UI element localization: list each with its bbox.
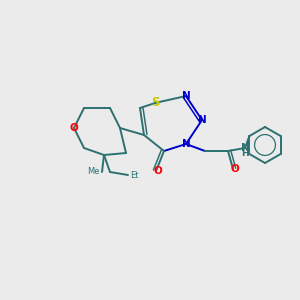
Text: O: O — [154, 166, 162, 176]
Text: O: O — [70, 123, 78, 133]
Text: N: N — [182, 91, 190, 101]
Text: S: S — [151, 97, 159, 110]
Text: Et: Et — [130, 170, 139, 179]
Text: N: N — [182, 139, 190, 149]
Text: O: O — [231, 164, 239, 174]
Text: H: H — [241, 149, 249, 158]
Text: N: N — [198, 115, 206, 125]
Text: N: N — [241, 143, 249, 153]
Text: Me: Me — [88, 167, 100, 176]
